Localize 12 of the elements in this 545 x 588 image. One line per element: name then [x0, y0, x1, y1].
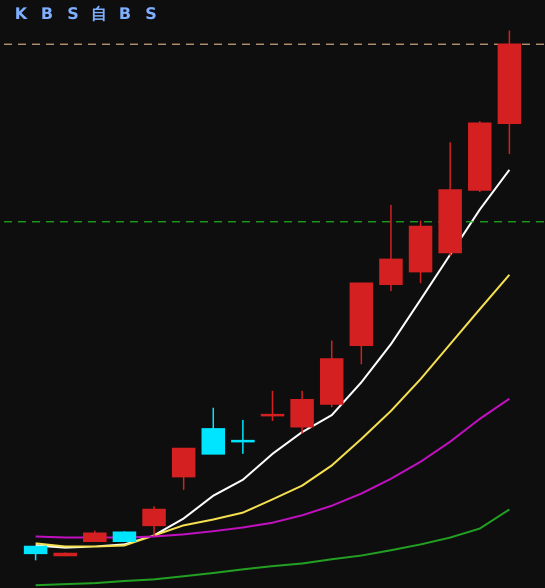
- candlestick: [231, 419, 255, 455]
- candlestick: [24, 546, 48, 562]
- text: S: [67, 4, 79, 23]
- text: K: [14, 4, 28, 23]
- candlestick: [112, 530, 136, 542]
- text: S: [145, 4, 157, 23]
- text: 自: [91, 4, 107, 23]
- candlestick: [142, 506, 166, 536]
- text: B: [118, 4, 132, 23]
- candlestick: [260, 390, 284, 422]
- text: B: [40, 4, 54, 23]
- candlestick: [83, 530, 107, 542]
